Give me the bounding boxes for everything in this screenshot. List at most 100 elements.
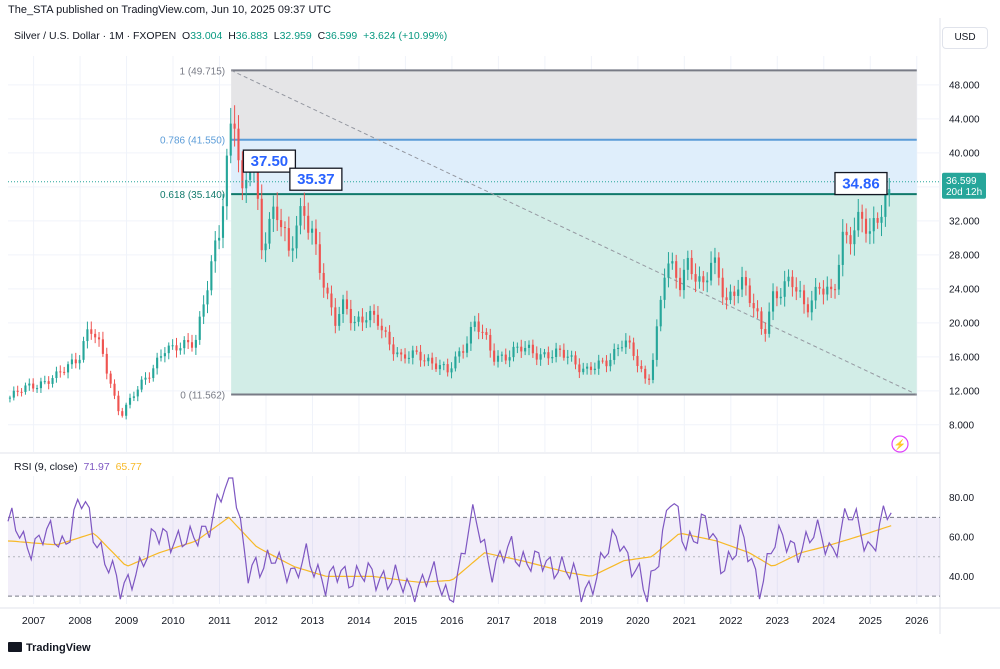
price-badge-countdown: 20d 12h	[946, 187, 982, 198]
candle-body	[66, 364, 70, 373]
candle-body	[837, 264, 840, 290]
open-value: 33.004	[190, 30, 223, 42]
candle-body	[775, 291, 778, 299]
candle-body	[431, 357, 434, 364]
candle-body	[372, 310, 376, 315]
candle-body	[12, 390, 15, 398]
candle-body	[276, 206, 279, 221]
rsi-ma-value: 65.77	[115, 461, 142, 473]
fib-label-618: 0.618 (35.140)	[160, 190, 225, 201]
candle-body	[551, 357, 554, 359]
candle-body	[454, 356, 457, 369]
candle-body	[880, 216, 883, 223]
time-tick-label: 2018	[533, 615, 557, 627]
fib-zone-mid	[231, 139, 917, 195]
symbol-legend[interactable]: Silver / U.S. Dollar · 1M · FXOPEN O33.0…	[14, 30, 447, 42]
candle-body	[702, 276, 705, 283]
candle-body	[148, 377, 151, 379]
candle-body	[841, 231, 844, 265]
candle-body	[338, 313, 341, 326]
candle-body	[500, 354, 503, 356]
candle-body	[90, 329, 93, 334]
candle-body	[384, 330, 387, 332]
candle-body	[760, 311, 763, 330]
candle-body	[55, 371, 58, 379]
candle-body	[334, 307, 337, 326]
candle-body	[512, 346, 515, 358]
fib-label-1: 1 (49.715)	[180, 66, 226, 77]
candle-body	[365, 320, 368, 323]
candle-body	[462, 351, 465, 353]
price-tick-label: 44.000	[949, 114, 980, 125]
candle-body	[353, 321, 356, 324]
candle-body	[446, 364, 449, 373]
price-annotation-box	[834, 171, 888, 196]
candle-body	[280, 220, 283, 228]
candle-body	[853, 230, 856, 245]
candle-body	[249, 166, 252, 180]
candle-body	[51, 378, 54, 384]
candle-body	[493, 350, 496, 362]
candle-body	[241, 160, 244, 189]
candle-body	[167, 345, 170, 354]
candle-body	[380, 325, 383, 331]
candle-body	[218, 237, 221, 241]
time-tick-label: 2021	[673, 615, 697, 627]
time-tick-label: 2023	[766, 615, 790, 627]
change-value: +3.624 (+10.99%)	[363, 30, 448, 42]
candle-body	[20, 391, 23, 393]
price-tick-label: 48.000	[949, 80, 980, 91]
candle-body	[818, 286, 821, 289]
candle-body	[63, 371, 66, 373]
candle-body	[260, 198, 263, 251]
candle-body	[407, 357, 410, 359]
candle-body	[787, 276, 790, 282]
candle-body	[419, 351, 422, 361]
candle-body	[194, 339, 197, 348]
candle-body	[651, 359, 655, 380]
time-tick-label: 2026	[905, 615, 929, 627]
candle-body	[35, 388, 39, 390]
candle-body	[121, 411, 124, 416]
candle-body	[802, 290, 806, 305]
candle-body	[489, 334, 492, 351]
tradingview-logo-icon	[8, 642, 22, 652]
candle-body	[524, 347, 527, 352]
candle-body	[799, 290, 802, 292]
fib-label-786: 0.786 (41.550)	[160, 136, 225, 147]
candle-body	[555, 348, 558, 358]
candle-body	[229, 123, 232, 156]
candle-body	[508, 357, 511, 361]
time-tick-label: 2022	[719, 615, 743, 627]
candle-body	[806, 304, 809, 313]
currency-button[interactable]: USD	[942, 27, 988, 49]
candle-body	[888, 189, 891, 196]
candle-body	[434, 363, 438, 370]
candle-body	[636, 355, 639, 367]
time-tick-label: 2014	[347, 615, 371, 627]
candle-body	[477, 321, 480, 332]
candle-body	[396, 352, 399, 355]
rsi-legend[interactable]: RSI (9, close) 71.97 65.77	[14, 461, 142, 473]
publish-header: The_STA published on TradingView.com, Ju…	[8, 4, 332, 16]
rsi-label: RSI (9, close)	[14, 461, 78, 473]
candle-body	[679, 277, 682, 291]
time-tick-label: 2009	[115, 615, 139, 627]
tradingview-footer[interactable]: TradingView	[8, 642, 91, 654]
candle-body	[423, 360, 426, 362]
candle-body	[771, 291, 775, 312]
candle-body	[884, 195, 887, 217]
candle-body	[221, 206, 225, 238]
candle-body	[578, 364, 581, 373]
candle-body	[469, 326, 472, 344]
candle-body	[59, 371, 62, 373]
candle-body	[756, 308, 759, 312]
candle-body	[574, 355, 577, 365]
candle-body	[78, 359, 81, 364]
candle-body	[586, 366, 589, 369]
low-value: 32.959	[279, 30, 312, 42]
candle-body	[690, 257, 693, 275]
time-tick-label: 2011	[208, 615, 231, 627]
candle-body	[706, 280, 709, 283]
